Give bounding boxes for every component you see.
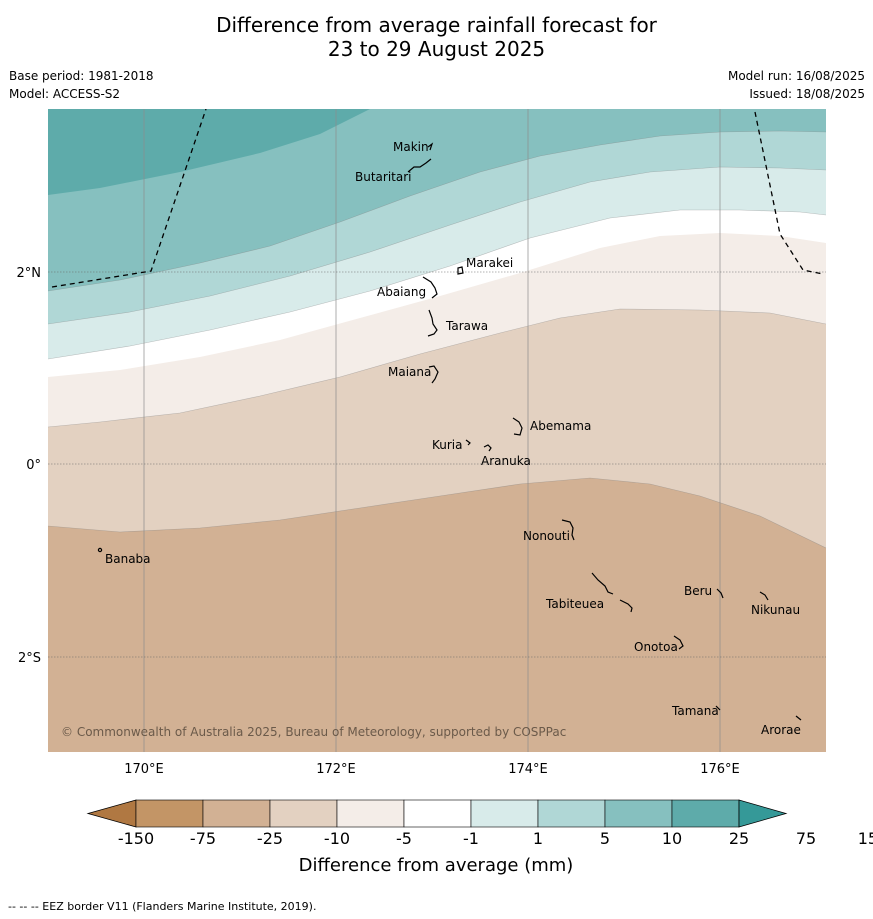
base-period: Base period: 1981-2018 [9, 69, 154, 83]
colorbar-tick-label: 1 [533, 829, 543, 848]
model-name: Model: ACCESS-S2 [9, 87, 121, 101]
lat-tick-label: 0° [26, 458, 41, 473]
colorbar-extend-low [86, 799, 137, 828]
issued-date: Issued: 18/08/2025 [749, 87, 865, 101]
colorbar-segment [403, 799, 472, 828]
colorbar-segment [537, 799, 606, 828]
lon-tick-label: 176°E [700, 762, 740, 777]
island-label: Maiana [388, 365, 431, 379]
colorbar-segment [269, 799, 338, 828]
colorbar-tick-label: 150 [858, 829, 873, 848]
island-label: Nikunau [751, 603, 800, 617]
colorbar-extend-high [738, 799, 788, 828]
colorbar-tick-label: -75 [190, 829, 216, 848]
colorbar-segment [202, 799, 271, 828]
island-label: Arorae [761, 723, 801, 737]
island-label: Tabiteuea [545, 597, 604, 611]
island-label: Makin [393, 140, 429, 154]
island-labels: Makin Butaritari Marakei Abaiang Tarawa … [105, 140, 801, 737]
colorbar-tick-label: -1 [463, 829, 479, 848]
eez-footnote: -- -- -- EEZ border V11 (Flanders Marine… [8, 900, 317, 913]
colorbar-segment [135, 799, 204, 828]
colorbar-segment [671, 799, 740, 828]
chart-title-line1: Difference from average rainfall forecas… [216, 13, 657, 37]
axis-labels: 170°E 172°E 174°E 176°E 2°N 0° 2°S [17, 266, 740, 777]
island-label: Marakei [466, 256, 513, 270]
graticule [143, 109, 721, 752]
lon-tick-label: 172°E [316, 762, 356, 777]
lon-tick-label: 174°E [508, 762, 548, 777]
colorbar: -150 -75 -25 -10 -5 -1 1 5 10 25 75 150 [86, 799, 873, 848]
colorbar-tick-label: -25 [257, 829, 283, 848]
island-label: Banaba [105, 552, 151, 566]
colorbar-label: Difference from average (mm) [299, 855, 574, 876]
island-label: Beru [684, 584, 712, 598]
island-label: Nonouti [523, 529, 570, 543]
model-run: Model run: 16/08/2025 [727, 69, 865, 83]
island-label: Tarawa [445, 319, 488, 333]
colorbar-segment [470, 799, 539, 828]
colorbar-tick-label: -5 [396, 829, 412, 848]
colorbar-segment [604, 799, 673, 828]
island-outlines [97, 142, 802, 721]
colorbar-tick-label: 75 [796, 829, 816, 848]
eez-border [51, 109, 824, 288]
colorbar-tick-label: -10 [324, 829, 350, 848]
colorbar-segment [336, 799, 405, 828]
island-label: Kuria [432, 438, 463, 452]
band-fill [48, 109, 370, 195]
copyright-notice: © Commonwealth of Australia 2025, Bureau… [61, 725, 566, 739]
lat-tick-label: 2°N [17, 266, 42, 281]
island-label: Butaritari [355, 170, 412, 184]
colorbar-tick-label: 10 [662, 829, 682, 848]
island-label: Tamana [671, 704, 719, 718]
colorbar-tick-label: 5 [600, 829, 610, 848]
island-label: Onotoa [634, 640, 678, 654]
island-label: Abaiang [377, 285, 426, 299]
lat-tick-label: 2°S [18, 651, 41, 666]
island-label: Aranuka [481, 454, 531, 468]
chart-title-line2: 23 to 29 August 2025 [327, 37, 546, 61]
lon-tick-label: 170°E [124, 762, 164, 777]
colorbar-tick-label: 25 [729, 829, 749, 848]
island-label: Abemama [530, 419, 591, 433]
forecast-field: Makin Butaritari Marakei Abaiang Tarawa … [48, 109, 826, 752]
colorbar-tick-label: -150 [118, 829, 154, 848]
